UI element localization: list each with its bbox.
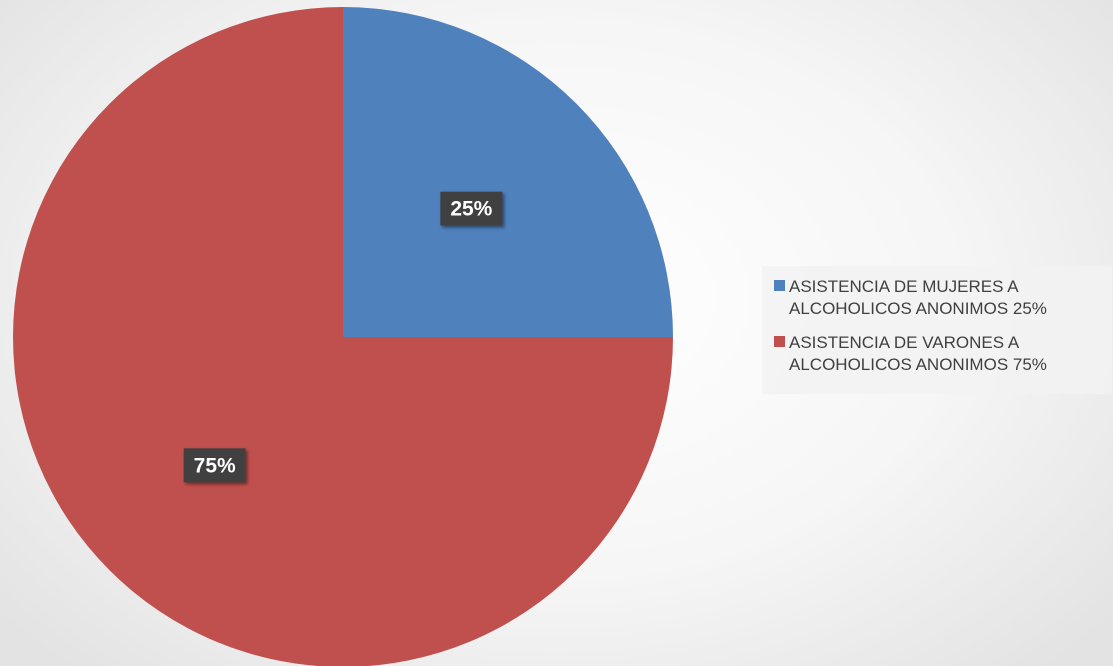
pie-slice-1: [343, 7, 673, 337]
data-label-box-2: [183, 448, 246, 483]
data-label-box-1: [440, 191, 503, 226]
data-label-text-2: 75%: [194, 454, 236, 477]
legend-swatch-men: [774, 336, 785, 347]
legend-swatch-women: [774, 280, 785, 291]
legend: ASISTENCIA DE MUJERES A ALCOHOLICOS ANON…: [762, 266, 1112, 394]
legend-item-men: ASISTENCIA DE VARONES A ALCOHOLICOS ANON…: [774, 332, 1112, 376]
legend-label-women: ASISTENCIA DE MUJERES A ALCOHOLICOS ANON…: [789, 277, 1047, 318]
data-label-1: 25%: [440, 191, 503, 226]
legend-item-women: ASISTENCIA DE MUJERES A ALCOHOLICOS ANON…: [774, 276, 1112, 320]
pie-slice-2: [13, 7, 673, 666]
data-label-text-1: 25%: [450, 198, 492, 221]
data-label-2: 75%: [183, 448, 246, 483]
legend-label-men: ASISTENCIA DE VARONES A ALCOHOLICOS ANON…: [789, 333, 1047, 374]
